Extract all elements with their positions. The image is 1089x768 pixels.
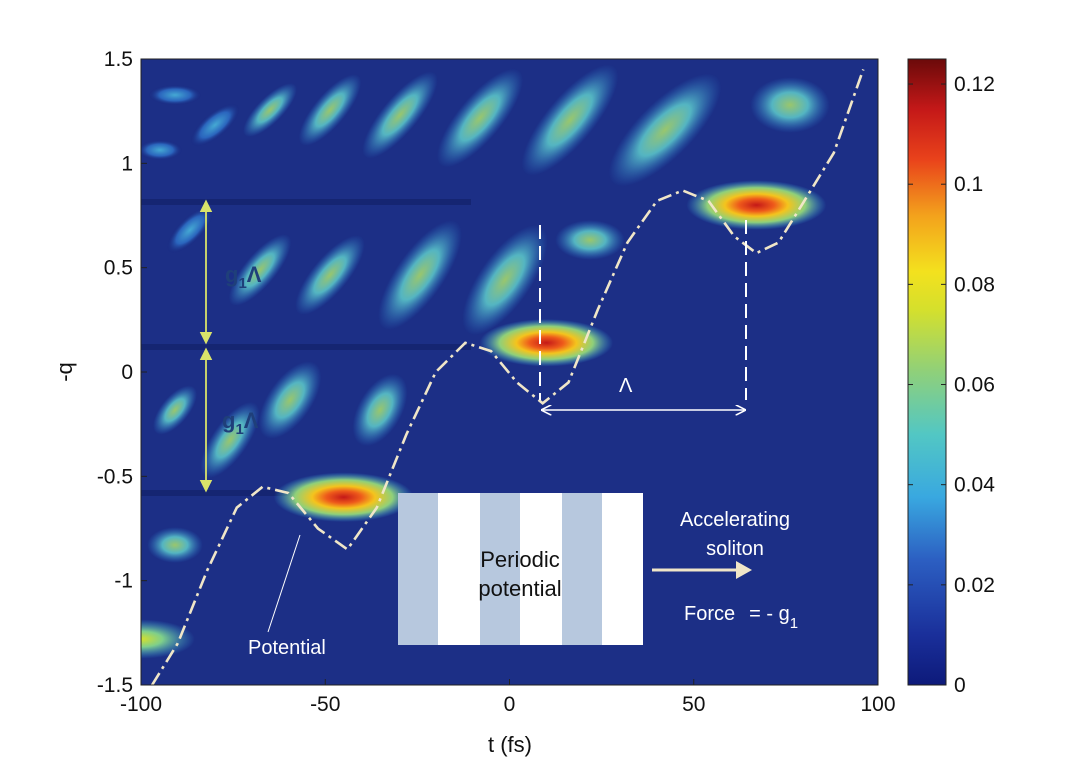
g1-subscript: 1 — [235, 421, 243, 438]
lobe — [750, 77, 830, 133]
y-tick-label: 1.5 — [104, 48, 133, 71]
lobe — [141, 140, 182, 160]
lobe — [295, 234, 365, 316]
colorbar: 0 0.02 0.04 0.06 0.08 0.1 0.12 — [907, 58, 995, 697]
x-tick-label: 100 — [860, 693, 895, 716]
accelerating-label-2: soliton — [706, 538, 764, 560]
plot-area: Λ g1Λ g1Λ Potential Periodic potential A… — [141, 59, 878, 685]
colorbar-gradient — [907, 58, 947, 686]
y-axis: -1.5 -1 -0.5 0 0.5 1 1.5 — [97, 48, 147, 697]
g1-letter: g — [225, 262, 238, 287]
soliton-peak-4 — [686, 180, 827, 230]
periodic-potential-inset: Periodic potential — [398, 493, 643, 645]
potential-label: Potential — [248, 637, 326, 659]
x-tick-label: -100 — [120, 693, 162, 716]
g1-subscript: 1 — [238, 275, 246, 292]
lobe — [200, 401, 260, 479]
y-tick-label: -0.5 — [97, 465, 133, 488]
x-tick-label: 0 — [504, 693, 516, 716]
x-tick-label: -50 — [310, 693, 340, 716]
y-tick-label: -1 — [114, 570, 133, 593]
colorbar-ticks: 0 0.02 0.04 0.06 0.08 0.1 0.12 — [908, 73, 995, 697]
soliton-peak-3 — [479, 319, 614, 367]
band-seam — [141, 344, 471, 350]
x-axis-title: t (fs) — [488, 732, 532, 757]
lobe — [190, 103, 240, 147]
soliton-peak-2 — [273, 472, 414, 522]
colorbar-tick-label: 0.06 — [954, 374, 995, 397]
accelerating-arrowhead — [736, 561, 752, 579]
lambda-symbol: Λ — [247, 262, 262, 287]
lobe — [362, 71, 438, 159]
x-tick-label: 50 — [682, 693, 705, 716]
lobe — [242, 82, 298, 138]
force-value: = - g — [749, 603, 790, 625]
potential-curve — [150, 68, 865, 685]
g1-letter: g — [222, 408, 235, 433]
lobe — [352, 373, 408, 447]
lobe — [258, 361, 322, 439]
lobe — [228, 234, 292, 306]
interference-texture — [141, 64, 830, 563]
lobe — [608, 73, 722, 187]
force-label: Force = - g1 — [684, 603, 798, 632]
lobe — [521, 64, 619, 176]
inset-line-2: potential — [478, 576, 561, 601]
colorbar-tick-label: 0.12 — [954, 73, 995, 96]
y-axis-title: -q — [52, 362, 77, 382]
lobe — [377, 220, 463, 330]
soliton-peak-1 — [141, 619, 195, 659]
inset-background — [398, 493, 643, 645]
colorbar-tick-label: 0.08 — [954, 273, 995, 296]
potential-pointer — [267, 534, 301, 633]
lobe — [149, 85, 201, 105]
inset-line-1: Periodic — [480, 547, 559, 572]
g1-lambda-lower: g1Λ — [222, 408, 259, 438]
y-tick-label: 1 — [121, 152, 133, 175]
lobe — [152, 385, 198, 435]
lobe — [298, 74, 362, 146]
lambda-symbol: Λ — [244, 408, 259, 433]
colorbar-tick-label: 0 — [954, 674, 966, 697]
lobe — [436, 68, 524, 168]
force-subscript: 1 — [790, 615, 798, 632]
x-axis: -100 -50 0 50 100 — [120, 679, 896, 716]
colorbar-tick-label: 0.04 — [954, 474, 995, 497]
inset-stripe — [398, 493, 438, 645]
lobe — [462, 224, 548, 336]
period-label: Λ — [619, 375, 633, 397]
y-tick-label: 0 — [121, 361, 133, 384]
band-seam — [141, 490, 381, 496]
lobe — [147, 527, 203, 563]
inset-stripe — [562, 493, 602, 645]
lobe — [555, 220, 625, 260]
g1-lambda-upper: g1Λ — [225, 262, 262, 292]
colorbar-tick-label: 0.02 — [954, 574, 995, 597]
band-seam — [141, 199, 471, 205]
colorbar-tick-label: 0.1 — [954, 173, 983, 196]
y-tick-label: 0.5 — [104, 257, 133, 280]
force-word: Force — [684, 603, 735, 625]
y-tick-label: -1.5 — [97, 674, 133, 697]
accelerating-label-1: Accelerating — [680, 509, 790, 531]
inset-stripe — [480, 493, 520, 645]
